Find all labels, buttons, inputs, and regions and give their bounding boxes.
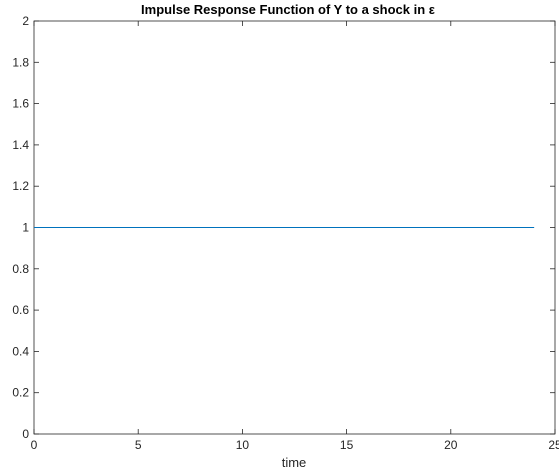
x-tick-label: 25 <box>548 438 559 452</box>
x-axis-label: time <box>282 455 307 470</box>
x-tick-label: 10 <box>236 438 250 452</box>
x-tick-label: 0 <box>31 438 38 452</box>
x-tick-label: 20 <box>444 438 458 452</box>
x-tick-label: 5 <box>135 438 142 452</box>
x-axis: 0 5 10 15 20 25 <box>31 21 559 452</box>
y-axis: 0 0.2 0.4 0.6 0.8 1 1.2 1.4 1.6 1.8 2 <box>12 14 555 441</box>
y-tick-label: 0.4 <box>12 344 29 358</box>
chart-title: Impulse Response Function of Y to a shoc… <box>141 2 435 17</box>
y-tick-label: 0.2 <box>12 386 29 400</box>
y-tick-label: 1.4 <box>12 138 29 152</box>
y-tick-label: 1 <box>22 221 29 235</box>
y-tick-label: 0.8 <box>12 262 29 276</box>
y-tick-label: 2 <box>22 14 29 28</box>
y-tick-label: 1.2 <box>12 179 29 193</box>
y-tick-label: 0.6 <box>12 303 29 317</box>
y-tick-label: 1.6 <box>12 97 29 111</box>
x-tick-label: 15 <box>340 438 354 452</box>
y-tick-label: 0 <box>22 427 29 441</box>
y-tick-label: 1.8 <box>12 55 29 69</box>
